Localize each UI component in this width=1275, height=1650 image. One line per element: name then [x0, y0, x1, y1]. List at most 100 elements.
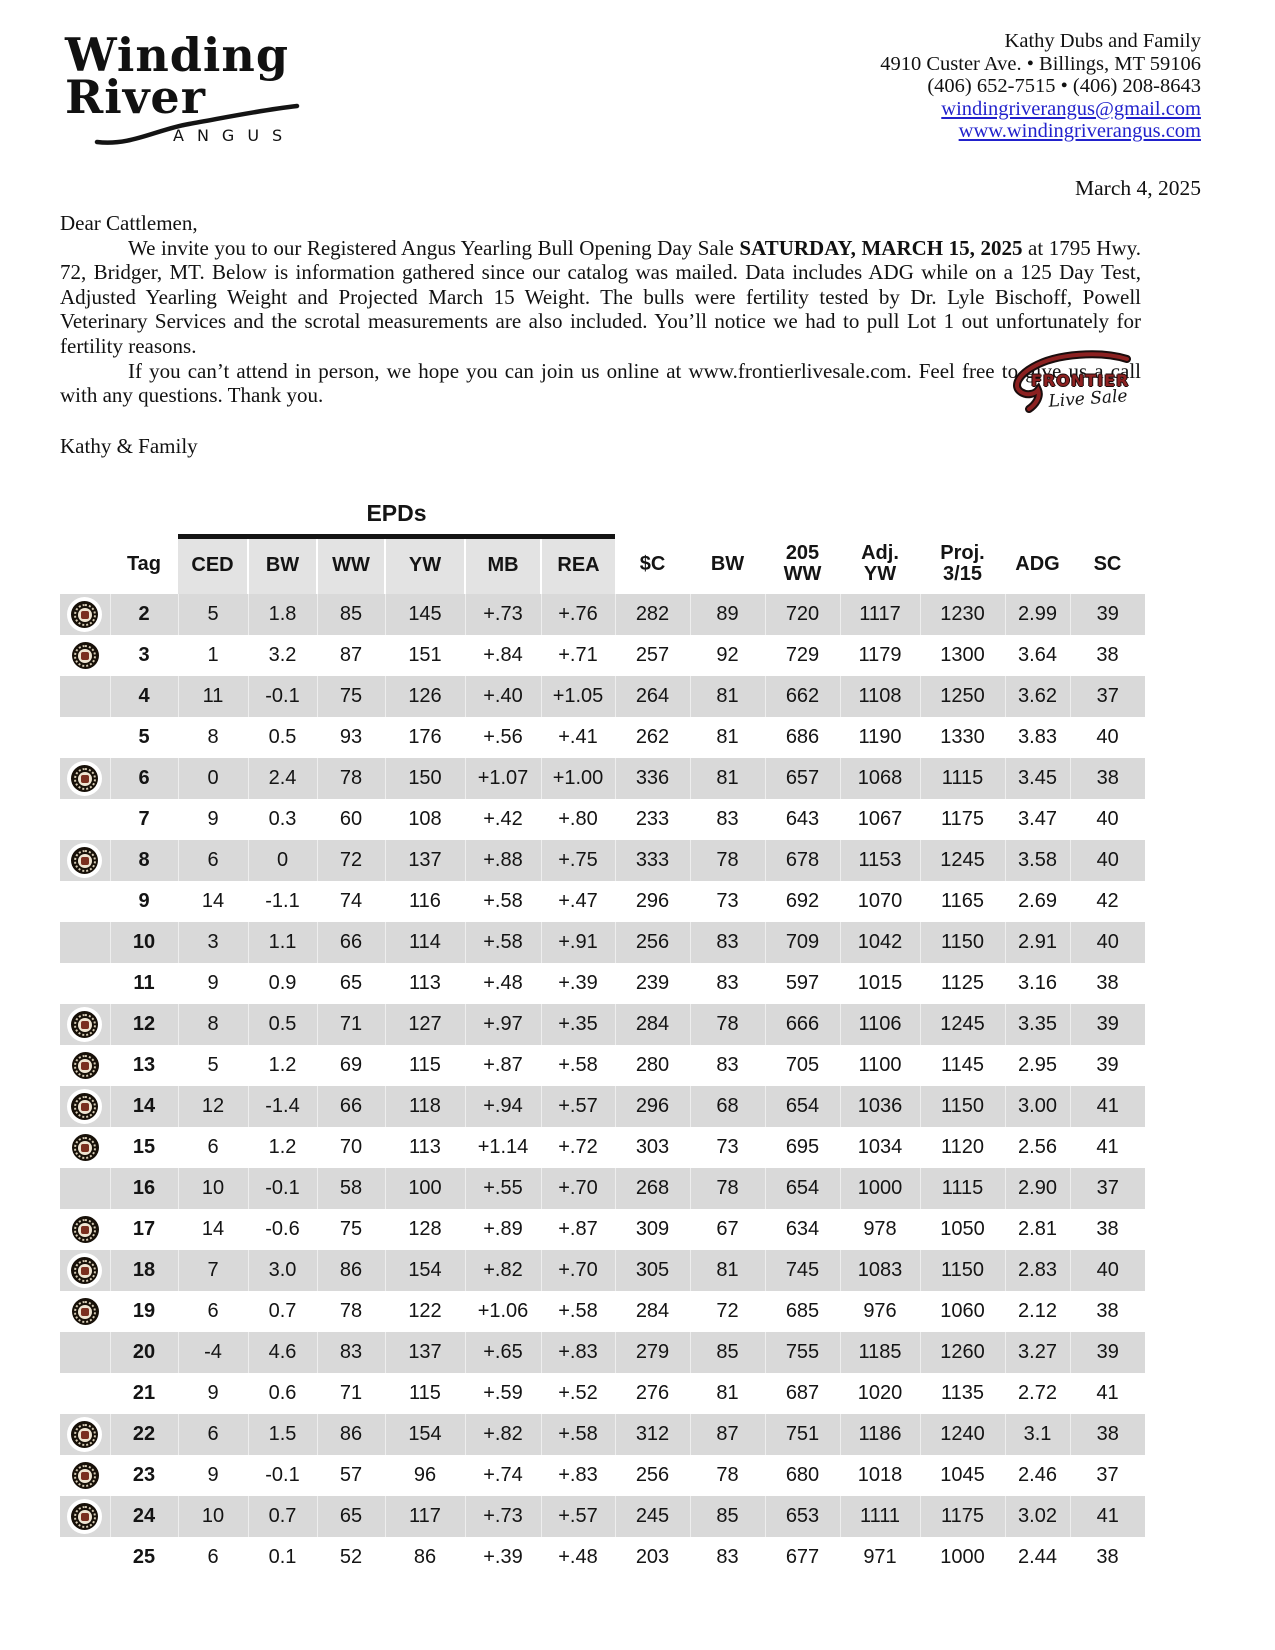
row-icon-cell: [60, 1414, 110, 1456]
row-icon-cell: [60, 1086, 110, 1128]
value-cell: 65: [339, 972, 363, 995]
table-row: 5 8 0.5 93 176 +.56 +.41 262 81 686 1190 1330 3.83 40: [60, 717, 1145, 758]
value-cell: 203: [635, 1546, 670, 1569]
tag-cell: 18: [109, 1250, 178, 1292]
value-cell: 971: [863, 1546, 897, 1569]
epd-table-section: EPDs Tag CED BW WW YW MB REA $C BW 205 WW Adj. YW P…: [60, 500, 1145, 1578]
frontier-live-sale-logo: FRONTIER Live Sale: [1005, 345, 1135, 415]
tag-cell: 9: [138, 890, 150, 913]
value-cell: 1067: [857, 808, 903, 831]
value-cell: 108: [408, 808, 442, 831]
column-header-sc: SC: [1093, 552, 1122, 575]
value-cell: 40: [1069, 922, 1145, 964]
value-cell: +.57: [540, 1086, 615, 1128]
value-cell: 0.7: [268, 1300, 297, 1323]
value-cell: 279: [614, 1332, 690, 1374]
value-cell: 1000: [839, 1168, 920, 1210]
value-cell: 2.81: [1018, 1218, 1057, 1241]
logo-subtext-angus: ANGUS: [173, 126, 296, 145]
value-cell: 83: [716, 808, 739, 831]
value-cell: 89: [689, 594, 765, 636]
value-cell: 115: [409, 1054, 441, 1077]
table-row: 13 5 1.2 69 115 +.87 +.58 280 83 705 1100 1145 2.95 3…: [60, 1045, 1145, 1086]
value-cell: 1135: [940, 1382, 984, 1405]
value-cell: 705: [785, 1054, 820, 1077]
value-cell: 6: [207, 1136, 219, 1159]
value-cell: 755: [764, 1332, 840, 1374]
value-cell: 40: [1069, 1250, 1145, 1292]
value-cell: 1.5: [247, 1414, 317, 1456]
value-cell: 1068: [839, 758, 920, 800]
value-cell: 38: [1096, 1300, 1119, 1323]
row-icon-cell: [60, 922, 110, 964]
contact-website-link[interactable]: www.windingriverangus.com: [958, 120, 1201, 142]
value-cell: 75: [339, 1218, 363, 1241]
sale-date-highlight: SATURDAY, MARCH 15, 2025: [739, 235, 1023, 260]
value-cell: 73: [716, 1136, 739, 1159]
value-cell: 154: [384, 1414, 465, 1456]
value-cell: 2.99: [1004, 594, 1070, 636]
value-cell: 10: [177, 1168, 248, 1210]
value-cell: +.41: [558, 726, 598, 749]
value-cell: 0.6: [268, 1382, 297, 1405]
value-cell: 284: [635, 1300, 670, 1323]
value-cell: 653: [764, 1496, 840, 1538]
row-icon-cell: [60, 1127, 110, 1168]
value-cell: +1.07: [464, 758, 541, 800]
value-cell: +1.00: [540, 758, 615, 800]
row-icon-cell: [60, 1537, 110, 1578]
value-cell: 38: [1069, 1414, 1145, 1456]
bull-seal-icon: [71, 1216, 99, 1244]
tag-cell: 22: [109, 1414, 178, 1456]
value-cell: 978: [863, 1218, 897, 1241]
table-row: 18 7 3.0 86 154 +.82 +.70 305 81 745 1083 1150 2.83 4…: [60, 1250, 1145, 1292]
value-cell: +1.05: [540, 676, 615, 718]
value-cell: 3.02: [1004, 1496, 1070, 1538]
bull-seal-icon: [71, 847, 99, 875]
value-cell: 81: [689, 758, 765, 800]
value-cell: 37: [1096, 1464, 1119, 1487]
value-cell: 70: [339, 1136, 363, 1159]
value-cell: 296: [614, 1086, 690, 1128]
value-cell: 280: [635, 1054, 670, 1077]
value-cell: 86: [316, 1414, 385, 1456]
value-cell: 1245: [919, 840, 1005, 882]
value-cell: 39: [1069, 1332, 1145, 1374]
value-cell: 39: [1069, 1004, 1145, 1046]
value-cell: 14: [201, 890, 225, 913]
value-cell: 1150: [919, 1086, 1005, 1128]
value-cell: +.88: [464, 840, 541, 882]
value-cell: +.87: [558, 1218, 598, 1241]
value-cell: +.73: [464, 594, 541, 636]
value-cell: 96: [413, 1464, 437, 1487]
value-cell: 85: [689, 1332, 765, 1374]
contact-email-link[interactable]: windingriverangus@gmail.com: [941, 97, 1201, 120]
winding-river-logo: Winding River ANGUS: [65, 32, 335, 152]
value-cell: 3.58: [1004, 840, 1070, 882]
value-cell: 58: [316, 1168, 385, 1210]
tag-cell: 20: [109, 1332, 178, 1374]
frontier-swoosh-icon: [1013, 350, 1131, 413]
value-cell: 276: [635, 1382, 670, 1405]
bull-seal-icon: [71, 601, 99, 629]
value-cell: +.55: [464, 1168, 541, 1210]
table-row: 10 3 1.1 66 114 +.58 +.91 256 83 709 1042 1150 2.91 4…: [60, 922, 1145, 964]
value-cell: 87: [689, 1414, 765, 1456]
value-cell: 38: [1069, 758, 1145, 800]
row-icon-cell: [60, 1373, 110, 1414]
value-cell: 78: [689, 840, 765, 882]
value-cell: 1045: [940, 1464, 985, 1487]
tag-cell: 5: [138, 726, 150, 749]
value-cell: 1185: [839, 1332, 920, 1374]
value-cell: 60: [339, 808, 363, 831]
value-cell: +.89: [483, 1218, 523, 1241]
table-row: 9 14 -1.1 74 116 +.58 +.47 296 73 692 1070 1165 2.69…: [60, 881, 1145, 922]
value-cell: 145: [384, 594, 465, 636]
value-cell: 2.90: [1004, 1168, 1070, 1210]
row-icon-cell: [60, 799, 110, 840]
bull-seal-icon: [71, 1093, 99, 1121]
value-cell: 3.16: [1018, 972, 1057, 995]
value-cell: +.75: [540, 840, 615, 882]
value-cell: 677: [785, 1546, 820, 1569]
value-cell: 113: [409, 1136, 441, 1159]
